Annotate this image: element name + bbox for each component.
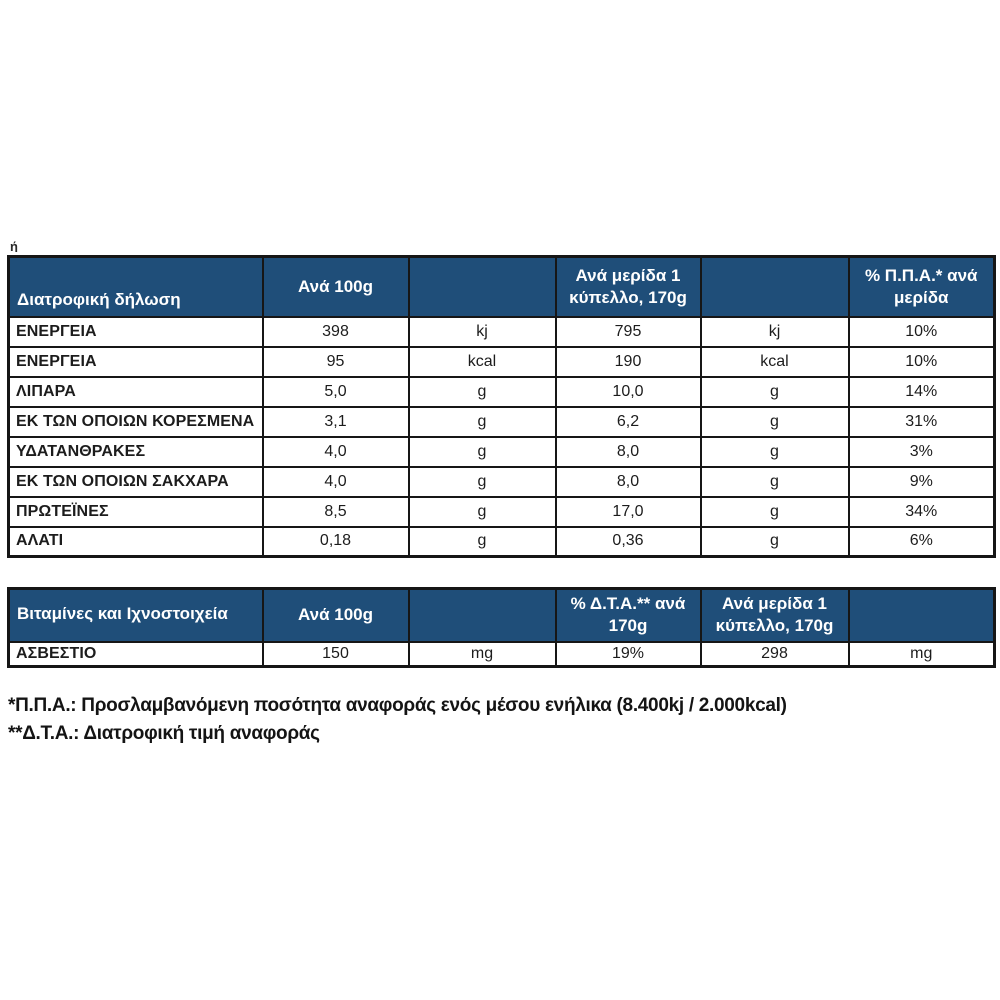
header-unit-serving [699,255,850,318]
unit-per-100g: g [407,405,557,438]
value-per-100g: 95 [261,345,410,378]
nutrient-name: ΛΙΠΑΡΑ [7,375,264,408]
footnote-dta: **Δ.Τ.Α.: Διατροφική τιμή αναφοράς [8,723,320,744]
pct-ppa-value: 6% [847,525,996,558]
unit-per-serving: g [699,495,850,528]
value-per-100g: 0,18 [261,525,410,558]
nutrition-table-title: Διατροφική δήλωση [7,255,264,318]
pct-ppa-value: 34% [847,495,996,528]
nutrient-name: ΠΡΩΤΕΪΝΕΣ [7,495,264,528]
header-pct-ppa: % Π.Π.Α.* ανά μερίδα [847,255,996,318]
nutrition-table-header-row: Διατροφική δήλωση Ανά 100g Ανά μερίδα 1 … [7,255,996,318]
unit-per-serving: g [699,405,850,438]
value-per-serving: 6,2 [554,405,702,438]
value-per-100g: 4,0 [261,435,410,468]
pct-ppa-value: 14% [847,375,996,408]
table-row: ΛΙΠΑΡΑ 5,0 g 10,0 g 14% [7,375,996,408]
mineral-name: ΑΣΒΕΣΤΙΟ [7,640,264,668]
table-row: ΕΝΕΡΓΕΙΑ 398 kj 795 kj 10% [7,315,996,348]
table-row: ΕΝΕΡΓΕΙΑ 95 kcal 190 kcal 10% [7,345,996,378]
value-per-100g: 5,0 [261,375,410,408]
unit-per-100g: g [407,375,557,408]
nutrient-name: ΑΛΑΤΙ [7,525,264,558]
nutrient-name: ΕΝΕΡΓΕΙΑ [7,345,264,378]
unit-per-serving: g [699,435,850,468]
unit-per-100g: kcal [407,345,557,378]
header-unit-serving [847,587,996,643]
value-per-100g: 3,1 [261,405,410,438]
value-per-100g: 8,5 [261,495,410,528]
table-row: ΕΚ ΤΩΝ ΟΠΟΙΩΝ ΚΟΡΕΣΜΕΝΑ 3,1 g 6,2 g 31% [7,405,996,438]
pct-ppa-value: 3% [847,435,996,468]
nutrient-name: ΥΔΑΤΑΝΘΡΑΚΕΣ [7,435,264,468]
unit-per-100g: mg [407,640,557,668]
vitamins-table-header-row: Βιταμίνες και Ιχνοστοιχεία Ανά 100g % Δ.… [7,587,996,643]
unit-per-100g: g [407,495,557,528]
value-per-100g: 398 [261,315,410,348]
unit-per-serving: g [699,375,850,408]
table-row: ΠΡΩΤΕΪΝΕΣ 8,5 g 17,0 g 34% [7,495,996,528]
value-per-serving: 298 [699,640,850,668]
unit-per-serving: kj [699,315,850,348]
header-unit-100g [407,587,557,643]
footnotes: *Π.Π.Α.: Προσλαμβανόμενη ποσότητα αναφορ… [8,692,908,748]
unit-per-serving: g [699,465,850,498]
unit-per-serving: g [699,525,850,558]
header-unit-100g [407,255,557,318]
nutrient-name: ΕΝΕΡΓΕΙΑ [7,315,264,348]
value-per-serving: 10,0 [554,375,702,408]
pct-dta-value: 19% [554,640,702,668]
value-per-serving: 795 [554,315,702,348]
unit-per-100g: kj [407,315,557,348]
value-per-serving: 8,0 [554,465,702,498]
unit-per-serving: kcal [699,345,850,378]
unit-per-100g: g [407,465,557,498]
value-per-100g: 4,0 [261,465,410,498]
table-row: ΑΣΒΕΣΤΙΟ 150 mg 19% 298 mg [7,640,996,668]
nutrient-name: ΕΚ ΤΩΝ ΟΠΟΙΩΝ ΚΟΡΕΣΜΕΝΑ [7,405,264,438]
pct-ppa-value: 10% [847,345,996,378]
value-per-serving: 8,0 [554,435,702,468]
pct-ppa-value: 31% [847,405,996,438]
header-per-serving: Ανά μερίδα 1 κύπελλο, 170g [554,255,702,318]
vitamins-minerals-table: Βιταμίνες και Ιχνοστοιχεία Ανά 100g % Δ.… [7,587,996,668]
unit-per-100g: g [407,525,557,558]
unit-per-serving: mg [847,640,996,668]
header-per-100g: Ανά 100g [261,255,410,318]
footnote-ppa: *Π.Π.Α.: Προσλαμβανόμενη ποσότητα αναφορ… [8,695,787,716]
header-per-serving: Ανά μερίδα 1 κύπελλο, 170g [699,587,850,643]
nutrient-name: ΕΚ ΤΩΝ ΟΠΟΙΩΝ ΣΑΚΧΑΡΑ [7,465,264,498]
value-per-serving: 190 [554,345,702,378]
header-per-100g: Ανά 100g [261,587,410,643]
crop-artifact: ή [10,241,18,252]
value-per-100g: 150 [261,640,410,668]
vitamins-table-title: Βιταμίνες και Ιχνοστοιχεία [7,587,264,643]
value-per-serving: 17,0 [554,495,702,528]
pct-ppa-value: 10% [847,315,996,348]
value-per-serving: 0,36 [554,525,702,558]
table-row: ΥΔΑΤΑΝΘΡΑΚΕΣ 4,0 g 8,0 g 3% [7,435,996,468]
header-pct-dta: % Δ.Τ.Α.** ανά 170g [554,587,702,643]
unit-per-100g: g [407,435,557,468]
table-row: ΑΛΑΤΙ 0,18 g 0,36 g 6% [7,525,996,558]
pct-ppa-value: 9% [847,465,996,498]
nutrition-declaration-table: Διατροφική δήλωση Ανά 100g Ανά μερίδα 1 … [7,255,996,558]
table-row: ΕΚ ΤΩΝ ΟΠΟΙΩΝ ΣΑΚΧΑΡΑ 4,0 g 8,0 g 9% [7,465,996,498]
